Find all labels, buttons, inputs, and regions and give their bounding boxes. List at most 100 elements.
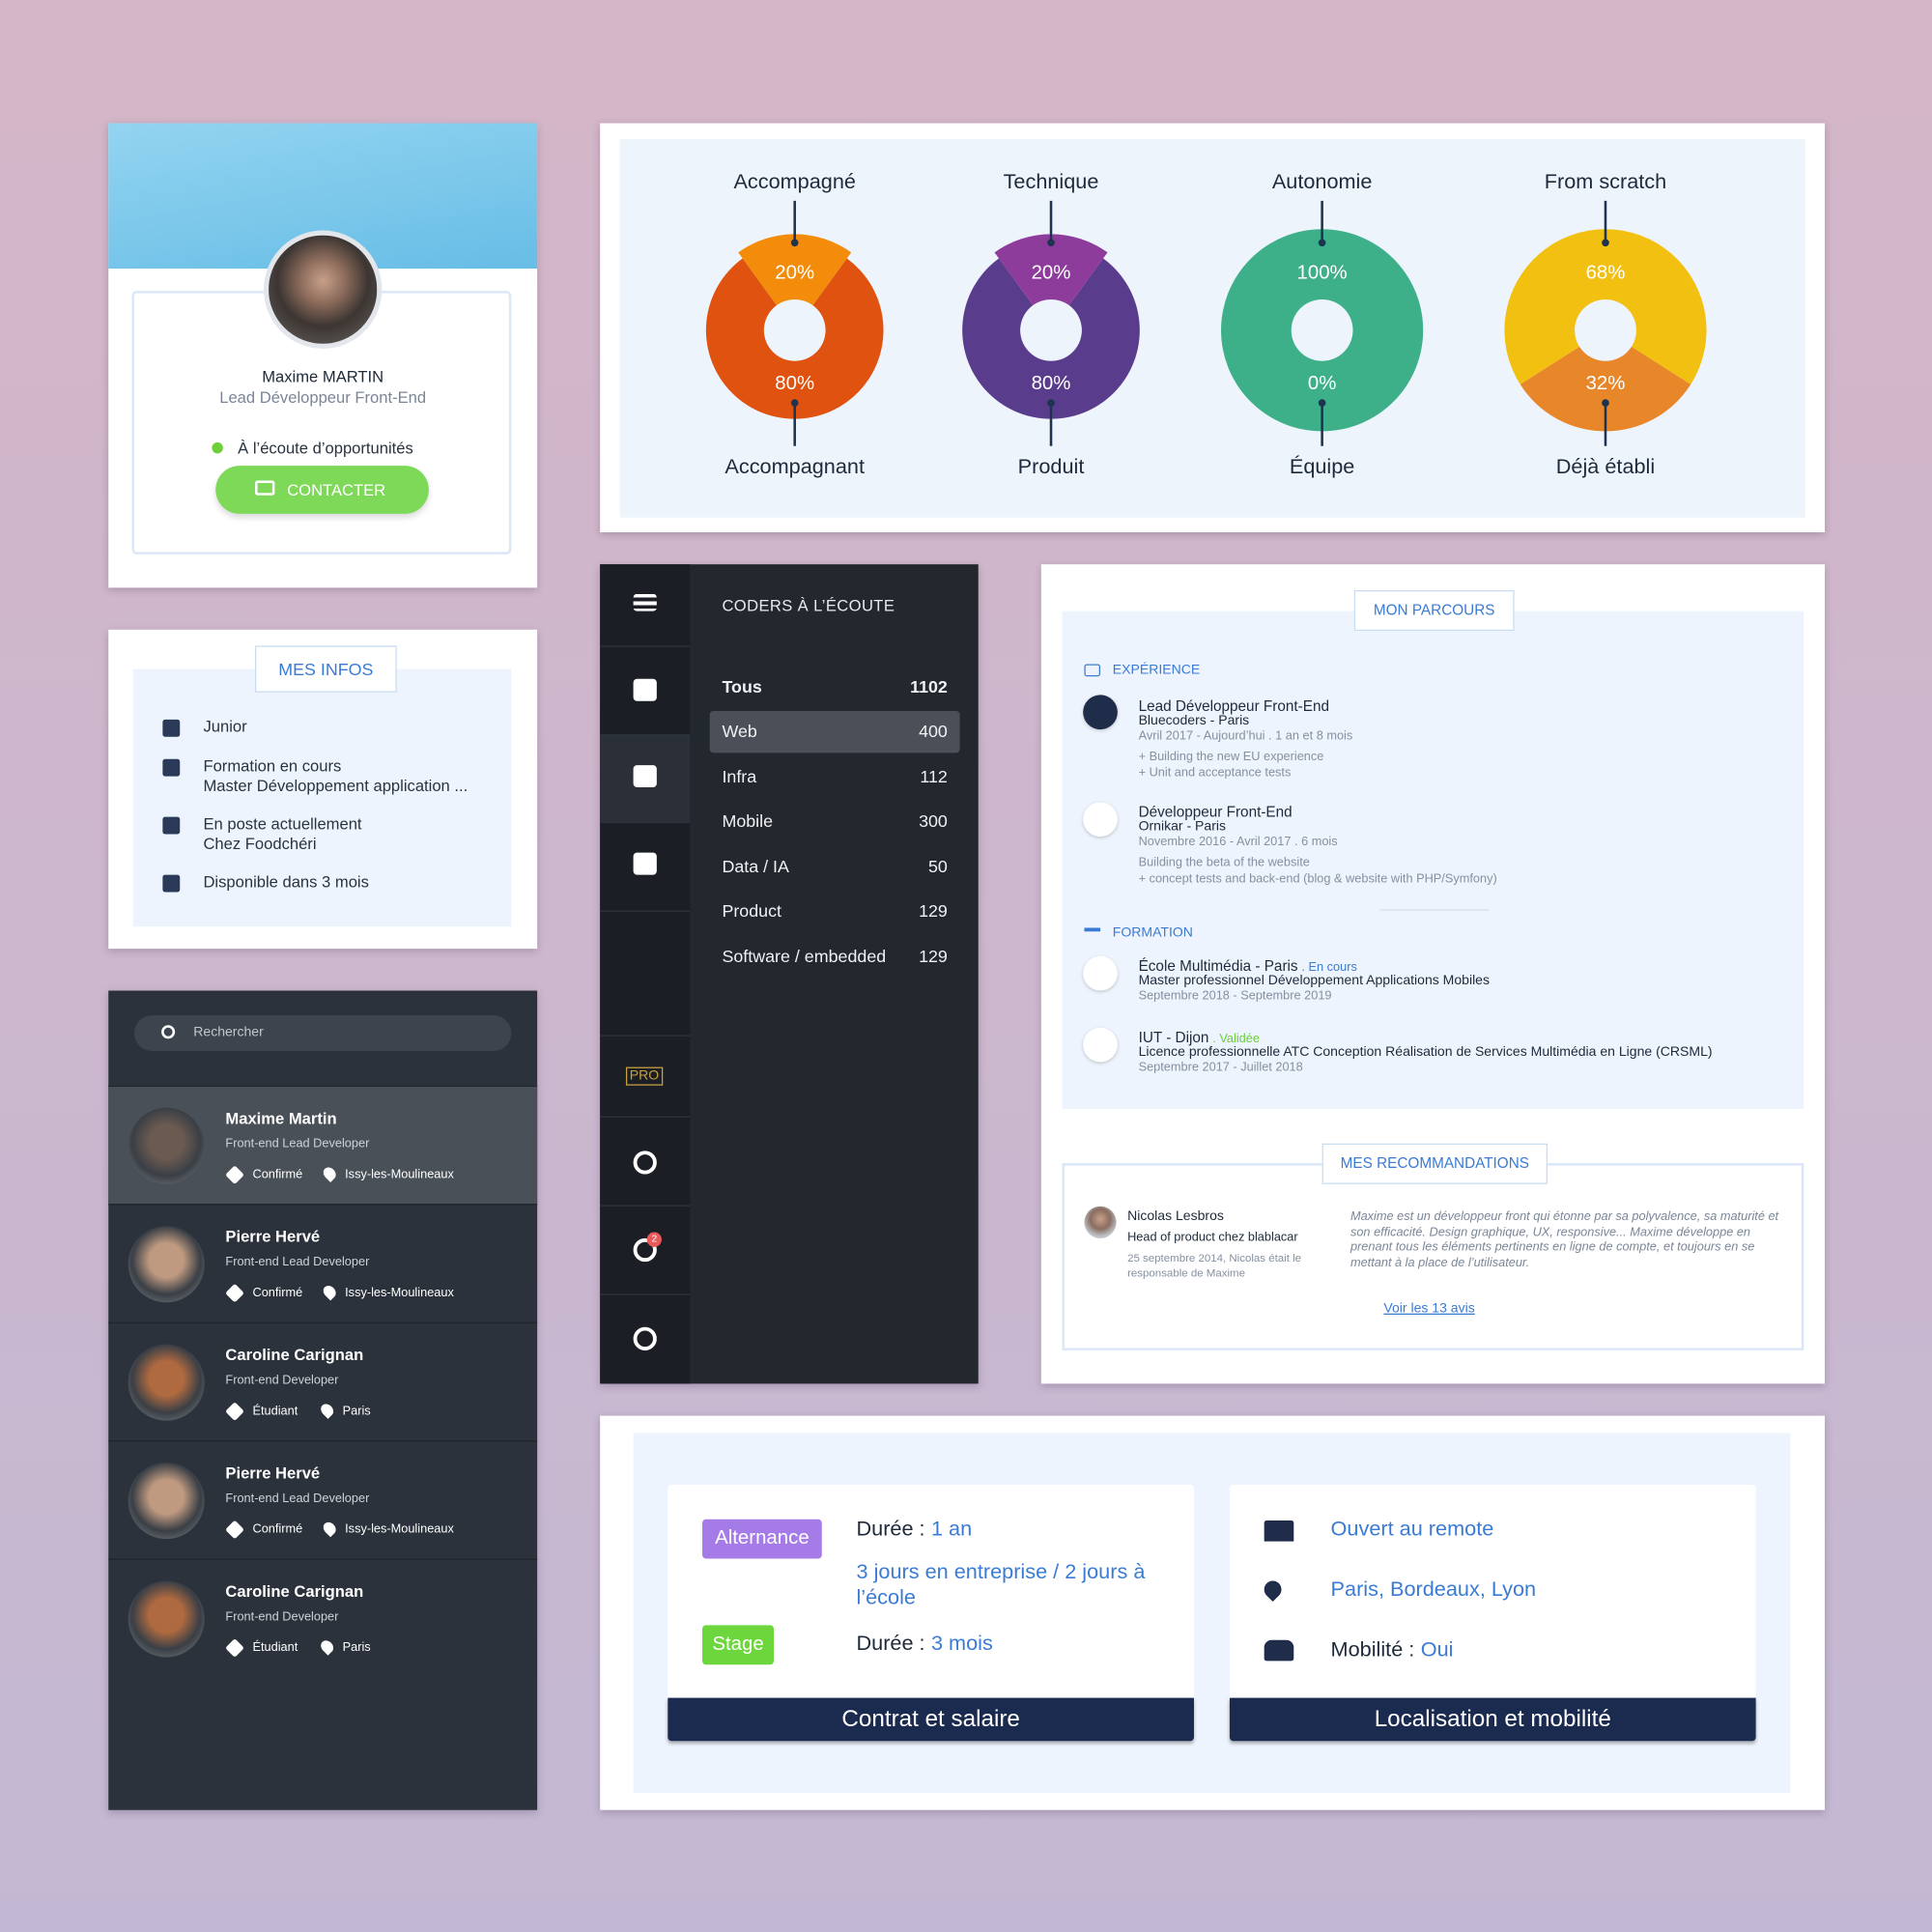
- nav-icon[interactable]: [633, 593, 657, 611]
- mobility-value: Oui: [1420, 1637, 1454, 1662]
- contact-button[interactable]: CONTACTER: [215, 466, 429, 514]
- pro-badge[interactable]: PRO: [625, 1066, 664, 1086]
- filter-count: 400: [919, 721, 948, 741]
- degree-dates: Septembre 2018 - Septembre 2019: [1138, 989, 1332, 1004]
- row-level: Confirmé: [252, 1168, 303, 1182]
- reco-link[interactable]: Voir les 13 avis: [1383, 1300, 1475, 1317]
- row-name: Pierre Hervé: [225, 1463, 321, 1483]
- nav-icon[interactable]: [633, 852, 657, 875]
- contract-footer: Contrat et salaire: [668, 1697, 1194, 1742]
- donut-segment: [994, 234, 1108, 306]
- job-dates: Novembre 2016 - Avril 2017 . 6 mois: [1138, 835, 1338, 849]
- row-level: Étudiant: [252, 1405, 298, 1419]
- school-icon: [1083, 955, 1118, 991]
- profile-row[interactable]: Caroline Carignan Front-end Developer Étud…: [108, 1558, 538, 1677]
- remote: Ouvert au remote: [1330, 1517, 1494, 1541]
- filter-label[interactable]: Web: [722, 721, 757, 741]
- contract-tag: Stage: [702, 1625, 775, 1665]
- donut-top-label: From scratch: [1545, 169, 1666, 193]
- connector-dot: [1318, 239, 1326, 247]
- section-icon: [1084, 664, 1101, 677]
- pin-icon: [321, 1164, 339, 1182]
- nav-icon[interactable]: [633, 678, 657, 701]
- parcours-title: MON PARCOURS: [1353, 589, 1515, 632]
- nav-divider: [600, 645, 691, 647]
- row-name: Pierre Hervé: [225, 1227, 321, 1246]
- profile-row[interactable]: Pierre Hervé Front-end Lead Developer Conf…: [108, 1204, 538, 1321]
- pin-icon: [318, 1401, 336, 1419]
- duration-line: Durée :1 an: [856, 1517, 972, 1542]
- duration-label: Durée :: [856, 1631, 925, 1656]
- job-dates: Avril 2017 - Aujourd’hui . 1 an et 8 moi…: [1138, 729, 1353, 744]
- nav-divider: [600, 1035, 691, 1037]
- job-detail: + Unit and acceptance tests: [1138, 766, 1292, 781]
- donut-top-label: Autonomie: [1272, 169, 1373, 193]
- degree-dates: Septembre 2017 - Juillet 2018: [1138, 1061, 1303, 1075]
- profile-row[interactable]: Caroline Carignan Front-end Developer Étud…: [108, 1321, 538, 1440]
- filter-label[interactable]: Software / embedded: [722, 946, 887, 966]
- section-divider: [1379, 909, 1489, 911]
- profile-row[interactable]: Maxime Martin Front-end Lead Developer Con…: [108, 1085, 538, 1205]
- nav-icon[interactable]: [633, 765, 657, 788]
- search-placeholder: Rechercher: [193, 1025, 264, 1040]
- profile-row[interactable]: Pierre Hervé Front-end Lead Developer Conf…: [108, 1440, 538, 1558]
- info-icon: [162, 719, 181, 737]
- coders-panel: PRO 2 CODERS À L’ÉCOUTE Tous 1102 Web 400 Infra…: [600, 564, 979, 1384]
- row-avatar: [128, 1580, 205, 1658]
- mobility-line: Mobilité : Oui: [1331, 1637, 1454, 1662]
- profile-status: À l’écoute d’opportunités: [238, 439, 413, 458]
- donut-segment: [705, 258, 884, 419]
- infos-title: MES INFOS: [255, 645, 397, 693]
- reco-author: Nicolas Lesbros: [1127, 1208, 1224, 1224]
- row-role: Front-end Lead Developer: [225, 1255, 370, 1269]
- parcours-card: MON PARCOURS EXPÉRIENCE Lead Développeur F…: [1040, 564, 1826, 1384]
- parcours-panel: [1062, 611, 1804, 1109]
- row-location: Paris: [342, 1640, 371, 1656]
- info-icon: [162, 758, 181, 777]
- coders-title: CODERS À L’ÉCOUTE: [722, 596, 895, 615]
- row-name: Maxime Martin: [225, 1108, 337, 1128]
- search-bar[interactable]: Rechercher: [134, 1015, 512, 1052]
- filter-label[interactable]: Mobile: [722, 810, 774, 831]
- donut-top-label: Accompagné: [733, 169, 856, 193]
- level-icon: [225, 1283, 244, 1303]
- donut-segment: [738, 234, 852, 306]
- conditions-card: Contrat et salaire Alternance Durée :1 an 3…: [600, 1415, 1826, 1810]
- mobility-label: Mobilité :: [1330, 1637, 1415, 1662]
- info-icon: [162, 816, 181, 835]
- nav-divider: [600, 821, 691, 824]
- contract-card: Contrat et salaire Alternance Durée :1 an 3…: [668, 1484, 1194, 1742]
- donut-segment: [1221, 229, 1424, 432]
- nav-icon[interactable]: [633, 1151, 657, 1175]
- profile-card: Maxime MARTIN Lead Développeur Front-End À…: [108, 123, 538, 588]
- donut-bottom-label: Accompagnant: [724, 454, 865, 478]
- job-company: Ornikar - Paris: [1138, 819, 1227, 835]
- cities: Paris, Bordeaux, Lyon: [1330, 1577, 1537, 1601]
- filter-label[interactable]: Infra: [722, 766, 757, 786]
- filter-label[interactable]: Product: [722, 900, 781, 921]
- row-location: Issy-les-Moulineaux: [345, 1168, 454, 1182]
- job-detail: + concept tests and back-end (blog & web…: [1138, 872, 1497, 887]
- row-role: Front-end Lead Developer: [225, 1137, 370, 1151]
- value-label: 0%: [1308, 373, 1336, 394]
- pin-icon: [321, 1283, 339, 1301]
- row-level: Confirmé: [252, 1522, 303, 1537]
- row-level: Étudiant: [252, 1640, 298, 1656]
- job-title: Développeur Front-End: [1138, 803, 1293, 821]
- location-icon: [1260, 1577, 1286, 1603]
- nav-divider: [600, 910, 691, 912]
- level-icon: [225, 1638, 244, 1658]
- pin-icon: [318, 1637, 336, 1656]
- reco-context: 25 septembre 2014, Nicolas était le resp…: [1127, 1251, 1302, 1279]
- filter-label[interactable]: Tous: [722, 676, 762, 696]
- location-icon: [1264, 1520, 1294, 1542]
- profile-name: Maxime MARTIN: [262, 367, 384, 386]
- value-label: 80%: [1032, 373, 1071, 394]
- school-line: IUT - Dijon. Validée: [1139, 1029, 1260, 1046]
- value-label: 32%: [1586, 373, 1626, 394]
- row-location: Issy-les-Moulineaux: [345, 1286, 454, 1300]
- reco-quote: Maxime est un développeur front qui éton…: [1350, 1209, 1779, 1270]
- filter-label[interactable]: Data / IA: [722, 856, 789, 876]
- nav-icon[interactable]: [633, 1237, 657, 1263]
- nav-icon[interactable]: [633, 1326, 657, 1350]
